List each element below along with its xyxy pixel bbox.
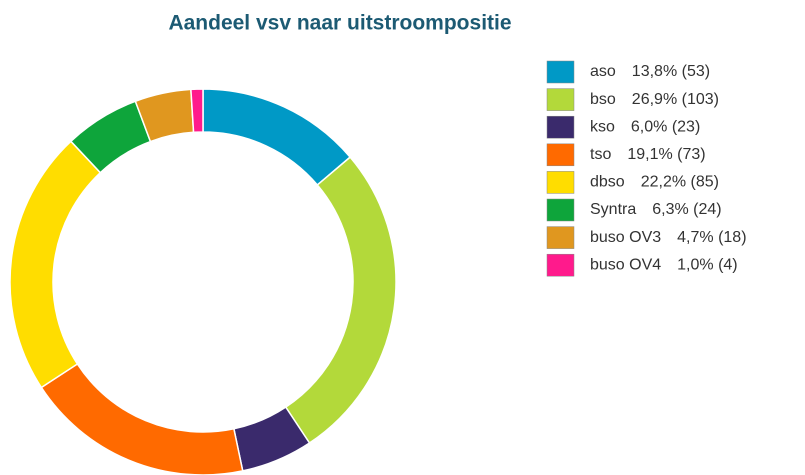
legend-value: 13,8% (53): [632, 63, 710, 80]
slice: [202, 88, 352, 186]
legend-swatch: [546, 198, 575, 222]
slice: [40, 362, 244, 475]
chart-title: Aandeel vsv naar uitstroompositie: [168, 12, 511, 35]
legend-value: 6,3% (24): [652, 201, 721, 218]
legend-label: tso: [590, 146, 611, 163]
legend-swatch: [546, 171, 575, 194]
legend-label: bso: [590, 91, 616, 108]
slice: [284, 156, 397, 445]
legend-label: buso OV4: [590, 256, 661, 273]
legend-label: kso: [590, 118, 615, 135]
legend-label: aso: [590, 63, 616, 80]
legend-value: 6,0% (23): [631, 118, 700, 135]
legend-label: Syntra: [590, 201, 636, 218]
legend-swatch: [546, 115, 575, 139]
legend-value: 4,7% (18): [677, 229, 746, 246]
legend-swatch: [546, 253, 575, 277]
legend-swatch: [546, 226, 575, 249]
legend-label: dbso: [590, 174, 625, 191]
legend-value: 26,9% (103): [632, 91, 719, 108]
legend-value: 22,2% (85): [641, 174, 719, 191]
legend-swatch: [546, 88, 575, 111]
legend-value: 19,1% (73): [627, 146, 705, 163]
legend-swatch: [546, 143, 575, 167]
legend-value: 1,0% (4): [677, 256, 737, 273]
legend-swatch: [546, 60, 575, 84]
legend-label: buso OV3: [590, 229, 661, 246]
slice: [190, 88, 204, 134]
slice: [9, 140, 102, 389]
